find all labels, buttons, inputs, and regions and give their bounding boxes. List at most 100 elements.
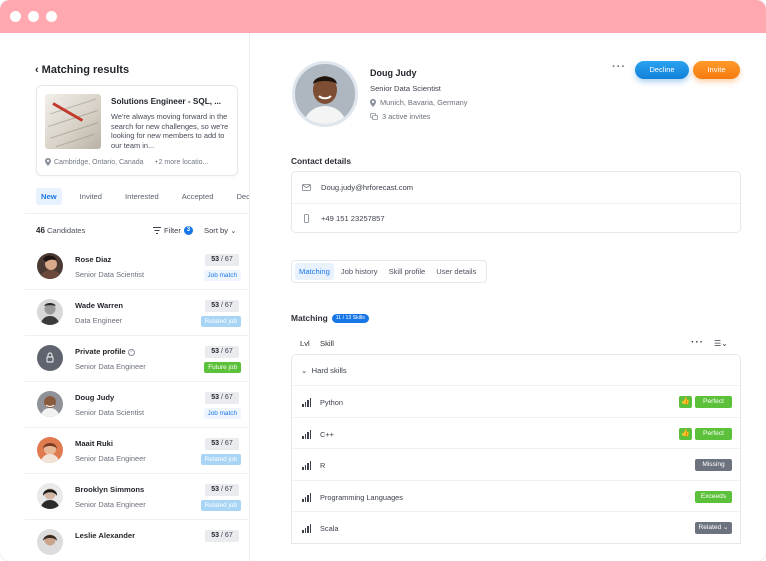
chevron-left-icon: ‹ <box>35 64 39 76</box>
tab-declined[interactable]: Dec <box>236 192 250 201</box>
signal-bars-icon <box>302 492 312 502</box>
candidate-role: Senior Data Engineer <box>75 454 146 463</box>
candidate-row[interactable]: Wade Warren Data Engineer 53 / 67 Relate… <box>25 290 249 336</box>
window-minimize-dot[interactable] <box>28 11 39 22</box>
match-level-badge: Perfect <box>695 427 732 440</box>
candidate-name: Brooklyn Simmons <box>75 485 145 494</box>
avatar <box>37 529 63 555</box>
tab-user-details[interactable]: User details <box>436 267 477 276</box>
decline-button[interactable]: Decline <box>635 61 689 79</box>
candidate-row[interactable]: Leslie Alexander 53 / 67 <box>25 520 249 561</box>
filter-icon <box>153 227 161 234</box>
tab-skill-profile[interactable]: Skill profile <box>388 267 426 276</box>
avatar <box>37 437 63 463</box>
candidate-row[interactable]: Brooklyn Simmons Senior Data Engineer 53… <box>25 474 249 520</box>
job-card[interactable]: Solutions Engineer - SQL, ... We're alwa… <box>36 85 238 176</box>
candidate-name: Doug Judy <box>370 68 417 78</box>
avatar <box>37 391 63 417</box>
private-avatar <box>37 345 63 371</box>
list-view-icon[interactable]: ☰⌄ <box>714 339 728 348</box>
candidate-name: Leslie Alexander <box>75 531 136 540</box>
status-badge: Future job <box>204 362 241 373</box>
more-locations[interactable]: +2 more locatio... <box>154 158 209 166</box>
window-close-dot[interactable] <box>10 11 21 22</box>
more-options-button[interactable]: ··· <box>612 61 626 73</box>
tab-interested[interactable]: Interested <box>125 192 159 201</box>
phone-row[interactable]: +49 151 23257857 <box>302 214 385 223</box>
thumbs-up-icon[interactable]: 👍 <box>679 396 692 408</box>
phone-icon <box>304 214 309 223</box>
candidate-tabs: New Invited Interested Accepted Dec <box>36 188 250 205</box>
job-title: Solutions Engineer - SQL, ... <box>111 97 222 106</box>
email-row[interactable]: Doug.judy@hrforecast.com <box>302 183 413 192</box>
location-pin-icon <box>45 158 51 166</box>
status-badge: Related job <box>200 316 241 327</box>
location-pin-icon <box>370 98 376 107</box>
thumbs-up-icon[interactable]: 👍 <box>679 427 692 440</box>
skill-group-label: Hard skills <box>311 366 347 375</box>
signal-bars-icon <box>302 398 312 407</box>
sort-by-dropdown[interactable]: Sort by ⌄ <box>204 226 237 235</box>
email-text: Doug.judy@hrforecast.com <box>321 183 414 192</box>
candidate-row[interactable]: Private profile? Senior Data Engineer 53… <box>25 336 249 382</box>
skill-row[interactable]: R Missing <box>292 449 740 481</box>
contact-details-box: Doug.judy@hrforecast.com +49 151 2325785… <box>291 171 741 233</box>
skill-row[interactable]: Scala Related ⌄ <box>292 512 740 543</box>
filter-label: Filter <box>164 226 181 235</box>
skills-table: ⌄ Hard skills Python 👍 Perfect C++ 👍 Per… <box>291 354 741 544</box>
status-badge: Related job <box>200 500 241 511</box>
back-button[interactable]: ‹ Matching results <box>35 64 129 76</box>
candidate-role: Senior Data Engineer <box>75 500 146 509</box>
tab-new[interactable]: New <box>36 188 62 205</box>
candidate-title: Senior Data Scientist <box>370 84 441 93</box>
status-badge: Job match <box>203 270 241 281</box>
candidate-row[interactable]: Rose Diaz Senior Data Scientist 53 / 67 … <box>25 244 249 290</box>
phone-text: +49 151 23257857 <box>321 214 385 223</box>
candidate-row[interactable]: Maait Ruki Senior Data Engineer 53 / 67 … <box>25 428 249 474</box>
skill-name: Programming Languages <box>320 492 403 502</box>
status-badge: Job match <box>203 408 241 419</box>
match-level-dropdown[interactable]: Related ⌄ <box>695 522 732 534</box>
filter-button[interactable]: Filter 3 <box>153 226 193 235</box>
mail-icon <box>302 184 311 191</box>
skill-row[interactable]: Python 👍 Perfect <box>292 386 740 418</box>
tab-matching[interactable]: Matching <box>295 263 334 280</box>
panel-title: Matching results <box>41 64 130 76</box>
signal-bars-icon <box>302 461 312 470</box>
candidate-role: Senior Data Scientist <box>75 408 145 417</box>
tabs-divider <box>25 213 249 214</box>
window-maximize-dot[interactable] <box>46 11 57 22</box>
more-options-icon[interactable]: ··· <box>691 337 704 348</box>
chevron-down-icon: ⌄ <box>230 226 237 235</box>
candidate-role: Data Engineer <box>75 316 123 325</box>
candidate-name: Maait Ruki <box>75 439 113 448</box>
active-invites: 3 active invites <box>370 112 430 121</box>
avatar <box>37 299 63 325</box>
signal-bars-icon <box>302 429 312 439</box>
match-score: 53 / 67 <box>205 438 239 450</box>
skill-name: Scala <box>320 524 339 533</box>
match-score: 53 / 67 <box>205 484 239 496</box>
signal-bars-icon <box>302 524 312 533</box>
tab-accepted[interactable]: Accepted <box>181 192 214 201</box>
filter-count-badge: 3 <box>183 226 193 235</box>
tab-invited[interactable]: Invited <box>79 192 102 201</box>
candidate-name: Rose Diaz <box>75 255 112 264</box>
candidate-name: Wade Warren <box>75 301 123 310</box>
job-location-text: Cambridge, Ontario, Canada <box>54 158 144 166</box>
help-icon[interactable]: ? <box>127 349 135 356</box>
match-score: 53 / 67 <box>205 300 239 312</box>
candidate-name: Private profile? <box>75 347 135 356</box>
invite-button[interactable]: Invite <box>693 61 740 79</box>
skill-row[interactable]: Programming Languages Exceeds <box>292 481 740 512</box>
match-level-badge: Exceeds <box>695 490 732 503</box>
lock-icon <box>46 352 54 363</box>
job-image <box>45 94 101 149</box>
job-description: We're always moving forward in the searc… <box>111 112 229 150</box>
skill-group-row[interactable]: ⌄ Hard skills <box>292 355 740 386</box>
skill-row[interactable]: C++ 👍 Perfect <box>292 418 740 449</box>
column-skill: Skill <box>320 339 334 348</box>
candidate-row[interactable]: Doug Judy Senior Data Scientist 53 / 67 … <box>25 382 249 428</box>
tab-job-history[interactable]: Job history <box>340 267 378 276</box>
